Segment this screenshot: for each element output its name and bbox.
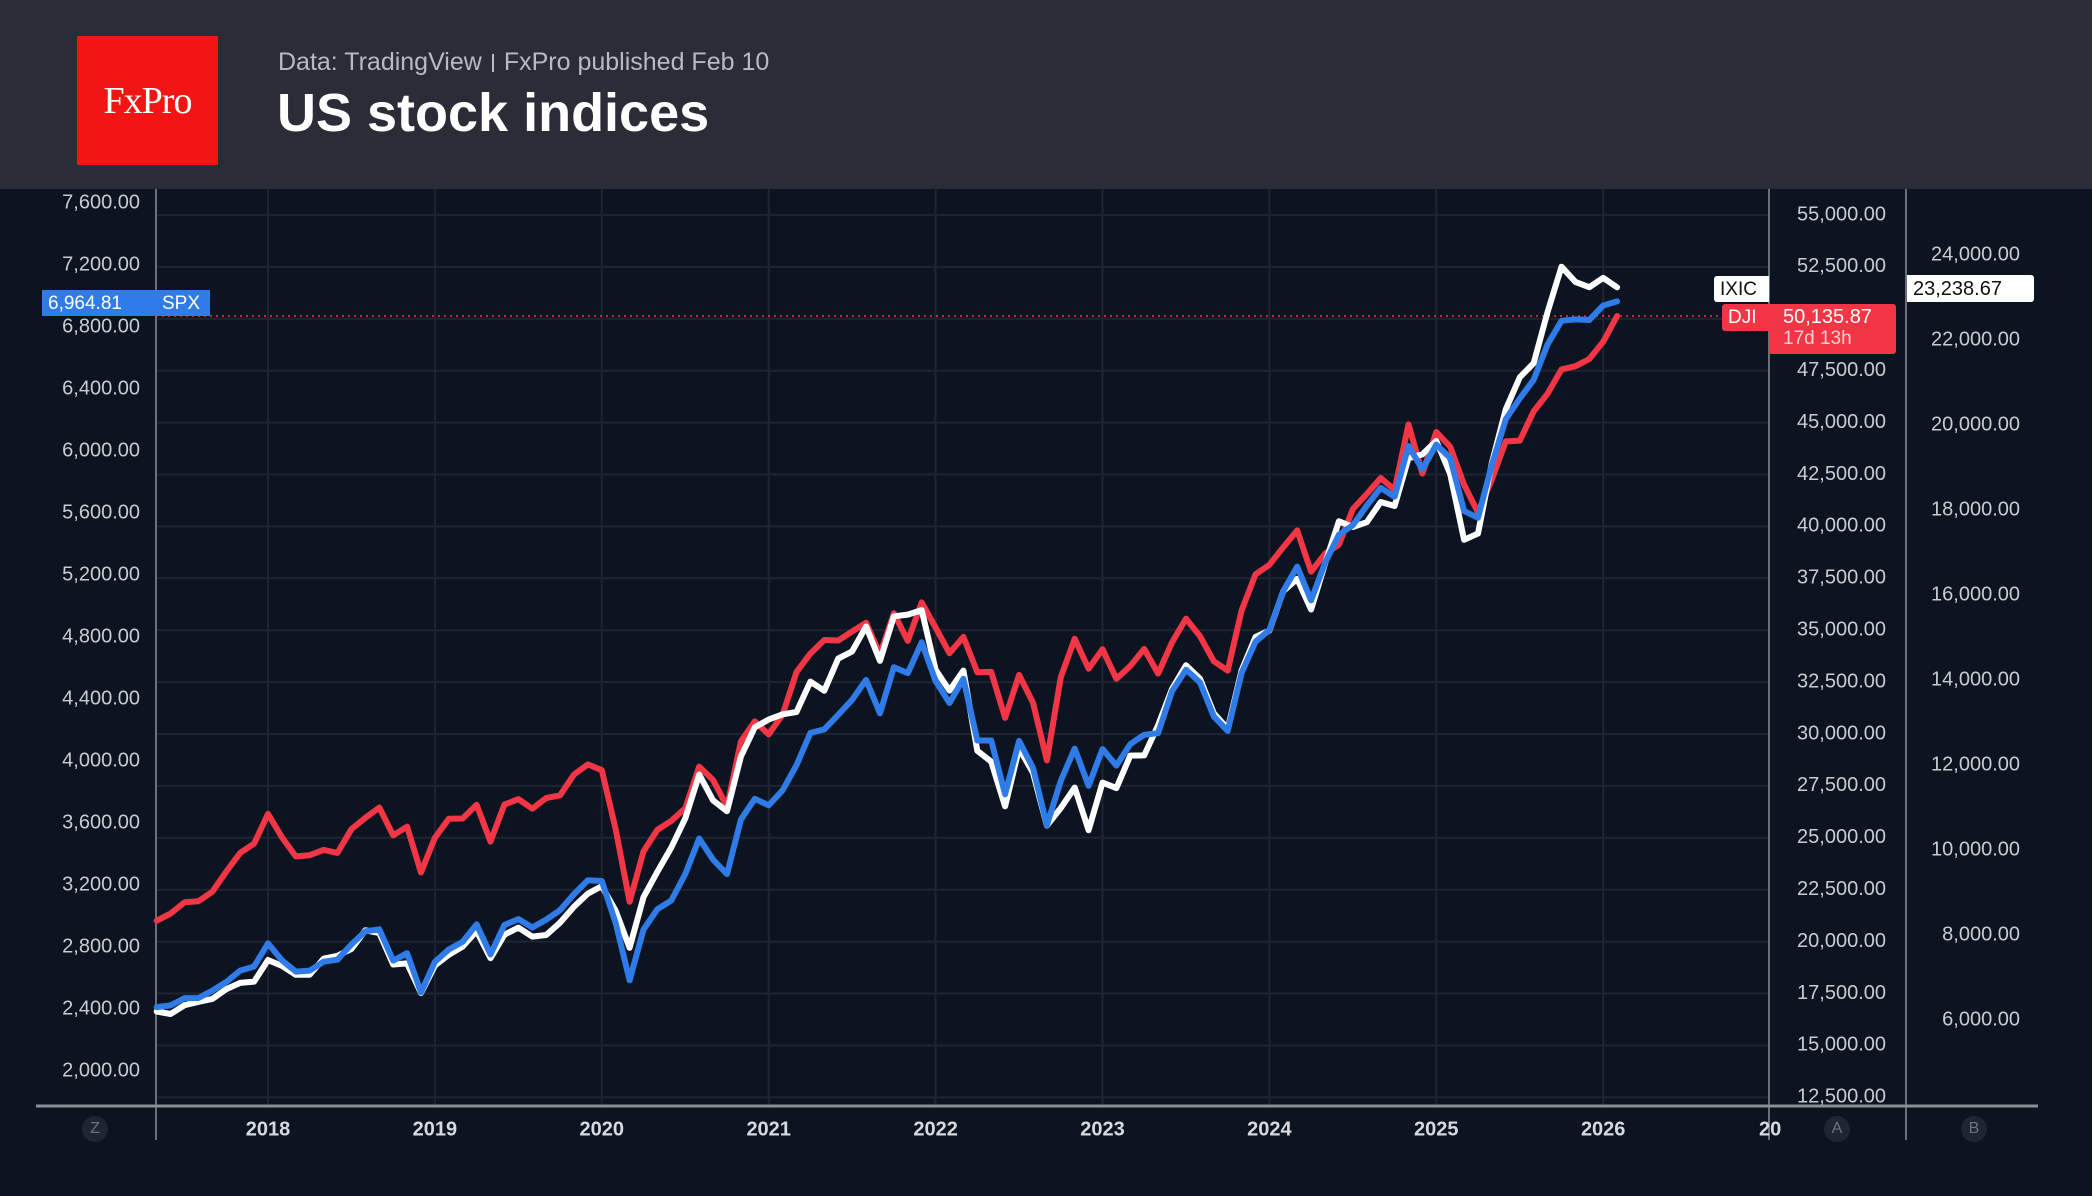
series-line-dji[interactable] xyxy=(153,313,1621,924)
x-tick-label: 2021 xyxy=(746,1118,791,1140)
ixic-tick-label: 14,000.00 xyxy=(1931,668,2020,690)
x-tick-label: 2022 xyxy=(913,1118,958,1140)
spx-tick-label: 5,600.00 xyxy=(62,501,140,523)
x-tick-label: 2023 xyxy=(1080,1118,1125,1140)
dji-value-label: 50,135.87 17d 13h xyxy=(1769,304,1896,354)
spx-tick-label: 7,200.00 xyxy=(62,253,140,275)
spx-tick-label: 6,000.00 xyxy=(62,439,140,461)
spx-tick-label: 3,600.00 xyxy=(62,811,140,833)
x-tick-label: 2020 xyxy=(580,1118,625,1140)
spx-tick-label: 4,400.00 xyxy=(62,687,140,709)
ixic-tick-label: 6,000.00 xyxy=(1942,1008,2020,1030)
spx-value-label: 6,964.81 xyxy=(42,290,156,316)
dji-tick-label: 37,500.00 xyxy=(1797,567,1886,589)
dji-tick-label: 12,500.00 xyxy=(1797,1086,1886,1108)
spx-tick-label: 2,400.00 xyxy=(62,997,140,1019)
spx-tick-label: 4,800.00 xyxy=(62,625,140,647)
series-line-ixic[interactable] xyxy=(153,263,1621,1017)
x-tick-label: 2024 xyxy=(1247,1118,1292,1140)
x-tick-label: 20 xyxy=(1759,1118,1781,1140)
dji-tick-label: 25,000.00 xyxy=(1797,826,1886,848)
dji-tick-label: 32,500.00 xyxy=(1797,670,1886,692)
separator xyxy=(491,54,494,73)
dji-tick-label: 47,500.00 xyxy=(1797,359,1886,381)
ixic-tick-label: 16,000.00 xyxy=(1931,583,2020,605)
x-tick-label: 2025 xyxy=(1414,1118,1459,1140)
series-line-spx[interactable] xyxy=(153,298,1621,1011)
grid xyxy=(156,189,1769,1106)
tick-labels: 7,600.00 7,200.00 6,800.00 6,400.00 6,000.00… xyxy=(62,191,2020,1140)
dji-tick-label: 45,000.00 xyxy=(1797,411,1886,433)
spx-tick-label: 6,800.00 xyxy=(62,315,140,337)
fxpro-logo: FxPro xyxy=(77,36,218,165)
spx-tick-label: 7,600.00 xyxy=(62,191,140,213)
spx-tick-label: 2,800.00 xyxy=(62,935,140,957)
dji-tick-label: 22,500.00 xyxy=(1797,878,1886,900)
spx-tick-label: 2,000.00 xyxy=(62,1059,140,1081)
ixic-tick-label: 22,000.00 xyxy=(1931,328,2020,350)
dji-tick-label: 17,500.00 xyxy=(1797,982,1886,1004)
scale-toggle-a[interactable]: A xyxy=(1824,1116,1850,1142)
ixic-tick-label: 10,000.00 xyxy=(1931,838,2020,860)
x-tick-label: 2018 xyxy=(246,1118,291,1140)
ixic-value-label: 23,238.67 xyxy=(1907,275,2034,302)
published-date: FxPro published Feb 10 xyxy=(503,48,770,76)
header-bar: FxPro Data: TradingView FxPro published F… xyxy=(0,0,2092,189)
spx-tick-label: 4,000.00 xyxy=(62,749,140,771)
ixic-name-label: IXIC xyxy=(1714,276,1769,302)
spx-tick-label: 5,200.00 xyxy=(62,563,140,585)
data-source: Data: TradingView xyxy=(278,48,482,76)
dji-tick-label: 52,500.00 xyxy=(1797,255,1886,277)
dji-countdown: 17d 13h xyxy=(1783,328,1852,349)
scale-toggle-b[interactable]: B xyxy=(1961,1116,1987,1142)
dji-tick-label: 20,000.00 xyxy=(1797,930,1886,952)
x-tick-label: 2019 xyxy=(413,1118,458,1140)
dji-tick-label: 55,000.00 xyxy=(1797,203,1886,225)
ixic-tick-label: 8,000.00 xyxy=(1942,923,2020,945)
ixic-tick-label: 24,000.00 xyxy=(1931,243,2020,265)
dji-tick-label: 30,000.00 xyxy=(1797,722,1886,744)
spx-tick-label: 3,200.00 xyxy=(62,873,140,895)
dji-tick-label: 27,500.00 xyxy=(1797,774,1886,796)
ixic-tick-label: 12,000.00 xyxy=(1931,753,2020,775)
dji-tick-label: 15,000.00 xyxy=(1797,1034,1886,1056)
ixic-tick-label: 18,000.00 xyxy=(1931,498,2020,520)
dji-value: 50,135.87 xyxy=(1783,306,1872,328)
dji-name-label: DJI xyxy=(1722,304,1769,331)
series-lines xyxy=(153,263,1621,1017)
dji-tick-label: 35,000.00 xyxy=(1797,618,1886,640)
scale-toggle-left[interactable]: Z xyxy=(82,1116,108,1142)
dji-tick-label: 40,000.00 xyxy=(1797,515,1886,537)
chart-title: US stock indices xyxy=(277,83,710,143)
dji-tick-label: 42,500.00 xyxy=(1797,463,1886,485)
spx-name-label: SPX xyxy=(156,290,210,316)
axes xyxy=(36,189,2038,1140)
subtitle: Data: TradingView FxPro published Feb 10 xyxy=(278,48,769,77)
spx-tick-label: 6,400.00 xyxy=(62,377,140,399)
x-tick-label: 2026 xyxy=(1581,1118,1626,1140)
ixic-tick-label: 20,000.00 xyxy=(1931,413,2020,435)
